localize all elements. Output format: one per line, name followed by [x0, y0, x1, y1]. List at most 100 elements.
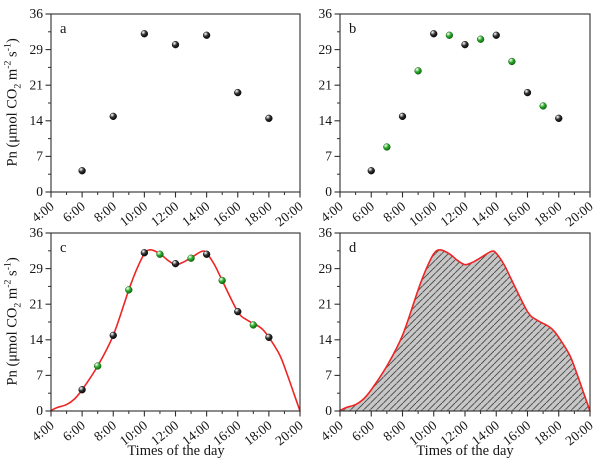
- x-tick-label: 6:00: [349, 417, 377, 444]
- x-axis-title-left: Times of the day: [127, 443, 225, 459]
- data-point-green: [125, 286, 133, 294]
- y-tick-label: 14: [30, 113, 44, 128]
- x-tick-label: 16:00: [210, 198, 244, 229]
- data-point-black: [398, 112, 407, 120]
- fitted-curve: [50, 249, 301, 412]
- data-point-green: [539, 102, 547, 110]
- data-point-green: [249, 321, 257, 329]
- x-tick-label: 20:00: [562, 417, 596, 448]
- y-axis-title-bottom: Pn (μmol CO2 m-2 s-1): [2, 257, 24, 386]
- x-tick-label: 14:00: [179, 198, 213, 229]
- data-point-black: [171, 260, 180, 268]
- data-point-green: [445, 31, 454, 39]
- data-point-black: [78, 167, 86, 175]
- x-tick-label: 6:00: [60, 417, 88, 444]
- y-tick-label: 0: [36, 403, 43, 418]
- y-tick-label: 7: [325, 368, 332, 383]
- y-tick-label: 29: [319, 261, 333, 276]
- data-point-green: [156, 250, 164, 258]
- data-point-black: [109, 331, 117, 340]
- y-tick-label: 36: [30, 225, 44, 240]
- panel-letter: c: [60, 240, 66, 256]
- data-point-black: [140, 30, 149, 38]
- data-point-black: [171, 41, 180, 49]
- data-point-black: [367, 167, 375, 175]
- x-tick-label: 6:00: [349, 198, 377, 225]
- x-tick-label: 6:00: [60, 198, 88, 225]
- plot-frame: [50, 232, 301, 412]
- data-point-black: [109, 112, 117, 120]
- x-tick-label: 14:00: [469, 198, 503, 229]
- y-tick-label: 0: [36, 184, 43, 199]
- x-tick-label: 16:00: [500, 198, 534, 229]
- panel-letter: a: [60, 21, 67, 37]
- x-tick-label: 20:00: [272, 417, 306, 448]
- x-tick-label: 20:00: [562, 198, 596, 229]
- x-axis-title-right: Times of the day: [416, 443, 514, 459]
- y-tick-label: 21: [30, 77, 44, 92]
- x-tick-label: 8:00: [91, 417, 119, 444]
- hatched-area: [340, 249, 590, 411]
- data-point-black: [555, 114, 563, 122]
- y-tick-label: 14: [319, 332, 333, 347]
- y-tick-label: 14: [319, 113, 333, 128]
- fitted-curve: [339, 249, 591, 412]
- x-tick-label: 8:00: [91, 198, 119, 225]
- y-tick-label: 14: [30, 332, 44, 347]
- y-tick-label: 36: [319, 225, 333, 240]
- x-tick-label: 4:00: [318, 417, 346, 444]
- y-tick-label: 29: [30, 42, 44, 57]
- panel-letter: b: [349, 21, 356, 37]
- y-tick-label: 7: [36, 368, 43, 383]
- y-tick-label: 36: [319, 6, 333, 21]
- y-tick-label: 7: [325, 149, 332, 164]
- data-point-black: [140, 249, 149, 257]
- x-tick-label: 18:00: [241, 198, 275, 229]
- y-axis-title-top: Pn (μmol CO2 m-2 s-1): [2, 38, 24, 167]
- y-tick-label: 21: [319, 296, 333, 311]
- panel-letter: d: [349, 240, 357, 256]
- data-point-black: [234, 307, 242, 316]
- data-point-black: [430, 30, 438, 38]
- data-point-green: [94, 362, 102, 370]
- x-tick-label: 8:00: [380, 417, 408, 444]
- x-tick-label: 8:00: [380, 198, 408, 225]
- x-tick-label: 4:00: [318, 198, 346, 225]
- x-tick-label: 20:00: [272, 198, 306, 229]
- data-point-black: [461, 41, 469, 49]
- data-point-black: [202, 31, 211, 39]
- data-point-black: [78, 386, 86, 394]
- panel-b: 0 7 14 21 29 36 4:00 6:00 8:0010:0012:0014:0016:…: [318, 6, 596, 229]
- data-point-black: [202, 250, 211, 258]
- y-tick-label: 21: [30, 296, 44, 311]
- data-point-black: [523, 88, 532, 97]
- data-point-green: [187, 254, 195, 262]
- x-tick-label: 12:00: [437, 198, 471, 229]
- plot-frame: [50, 13, 301, 193]
- data-point-black: [265, 114, 273, 122]
- plot-frame: [339, 13, 591, 193]
- data-point-black: [234, 88, 242, 97]
- x-tick-label: 4:00: [29, 417, 57, 444]
- y-tick-label: 0: [325, 403, 332, 418]
- x-tick-label: 18:00: [531, 198, 565, 229]
- data-point-green: [476, 35, 485, 43]
- y-tick-label: 29: [30, 261, 44, 276]
- y-tick-label: 7: [36, 149, 43, 164]
- data-point-green: [383, 143, 391, 151]
- panel-a: 0 7 14 21 29 36 4:00 6:00 8:0010:0012:0014:0016:…: [29, 6, 306, 229]
- data-point-black: [492, 31, 500, 39]
- x-tick-label: 4:00: [29, 198, 57, 225]
- y-tick-label: 36: [30, 6, 44, 21]
- y-tick-label: 21: [319, 77, 333, 92]
- data-point-black: [265, 333, 273, 341]
- data-point-green: [508, 57, 516, 66]
- x-tick-label: 12:00: [148, 198, 182, 229]
- y-tick-label: 0: [325, 184, 332, 199]
- data-point-green: [414, 67, 422, 75]
- data-point-green: [218, 276, 226, 285]
